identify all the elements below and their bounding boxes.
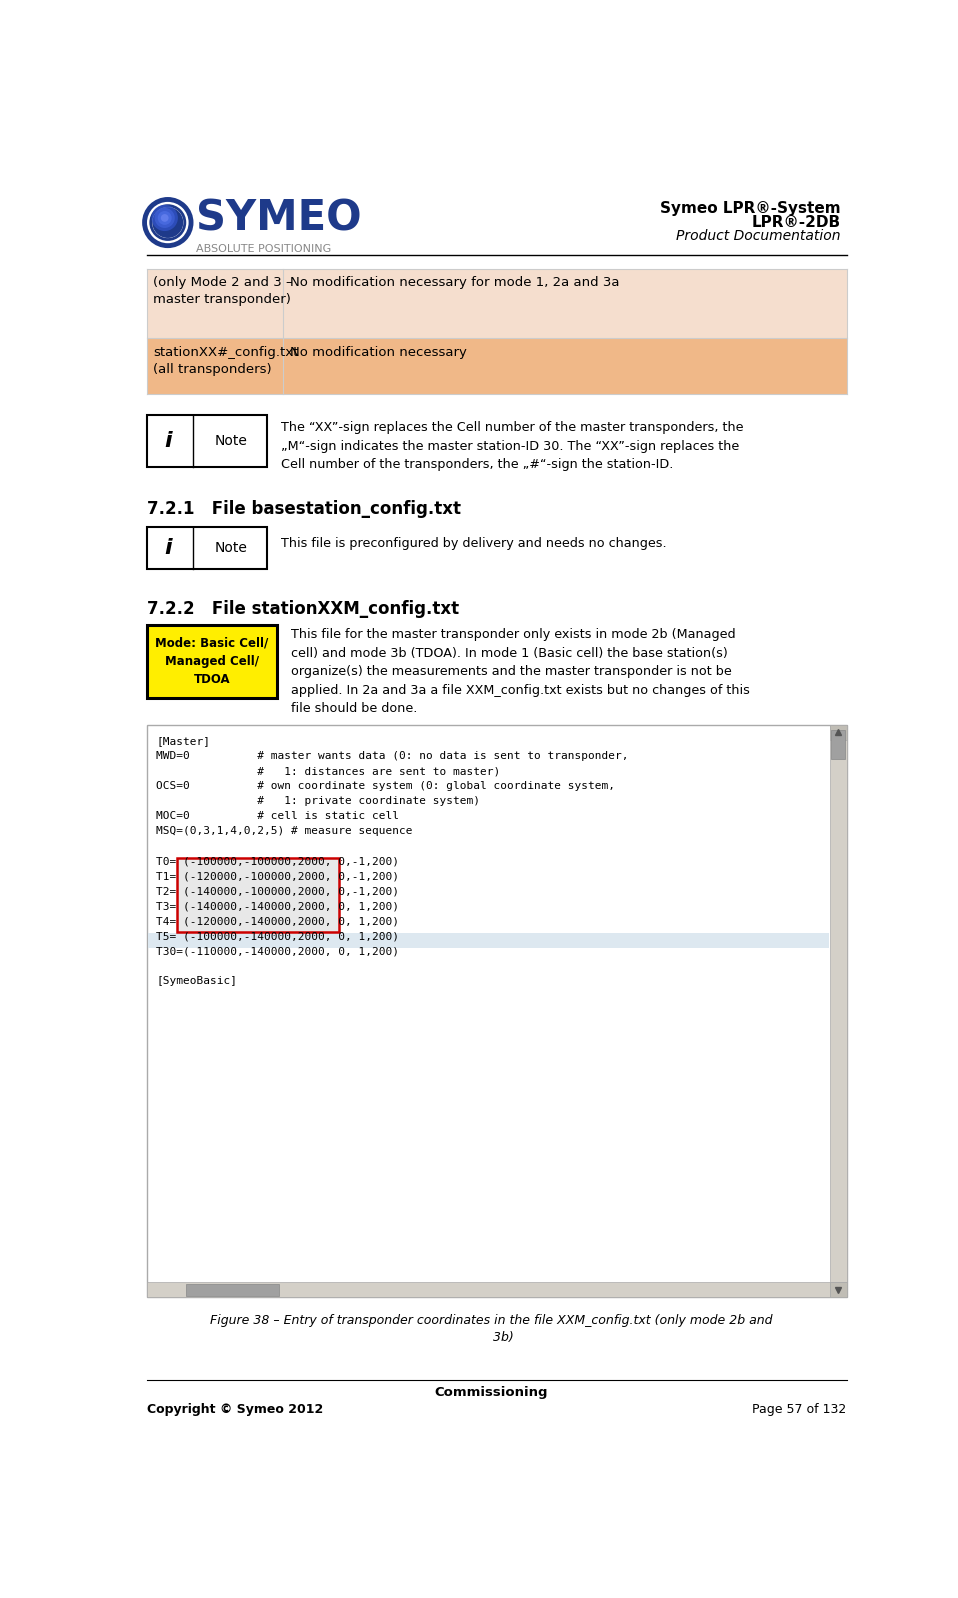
Text: OCS=0          # own coordinate system (0: global coordinate system,: OCS=0 # own coordinate system (0: global… (156, 781, 615, 791)
Bar (147, 1282, 830, 1298)
Text: Note: Note (215, 435, 247, 449)
Text: Product Documentation: Product Documentation (676, 229, 840, 243)
Circle shape (149, 205, 187, 241)
Circle shape (158, 211, 171, 225)
Circle shape (154, 208, 174, 229)
Bar (147, 527, 267, 569)
Text: MWD=0          # master wants data (0: no data is sent to transponder,: MWD=0 # master wants data (0: no data is… (156, 751, 628, 761)
Bar (147, 268, 283, 339)
Text: MSQ=(0,3,1,4,0,2,5) # measure sequence: MSQ=(0,3,1,4,0,2,5) # measure sequence (156, 826, 413, 836)
Text: ABSOLUTE POSITIONING: ABSOLUTE POSITIONING (195, 244, 331, 254)
Text: T0= (-100000,-100000,2000, 0,-1,200): T0= (-100000,-100000,2000, 0,-1,200) (156, 857, 399, 866)
Text: [SymeoBasic]: [SymeoBasic] (156, 976, 238, 986)
Bar (186, 1283, 279, 1296)
Circle shape (151, 205, 178, 232)
Bar (147, 724, 847, 1298)
Text: Commissioning: Commissioning (434, 1385, 548, 1398)
Bar (147, 339, 283, 393)
Text: Mode: Basic Cell/
Managed Cell/
TDOA: Mode: Basic Cell/ Managed Cell/ TDOA (155, 636, 268, 686)
Bar (283, 339, 847, 393)
Text: T5= (-100000,-140000,2000, 0, 1,200): T5= (-100000,-140000,2000, 0, 1,200) (156, 932, 399, 941)
Text: T4= (-120000,-140000,2000, 0, 1,200): T4= (-120000,-140000,2000, 0, 1,200) (156, 916, 399, 927)
Text: #   1: distances are sent to master): # 1: distances are sent to master) (156, 765, 500, 777)
Text: No modification necessary: No modification necessary (290, 345, 468, 360)
Bar (830, 1282, 847, 1298)
Bar (832, 730, 845, 759)
Text: Figure 38 – Entry of transponder coordinates in the file XXM_config.txt (only mo: Figure 38 – Entry of transponder coordin… (210, 1315, 772, 1344)
Text: SYMEO: SYMEO (195, 198, 361, 240)
Bar (283, 268, 847, 339)
Bar (830, 1282, 847, 1298)
Text: Copyright © Symeo 2012: Copyright © Symeo 2012 (147, 1403, 323, 1416)
Text: T1= (-120000,-100000,2000, 0,-1,200): T1= (-120000,-100000,2000, 0,-1,200) (156, 871, 399, 880)
Text: Note: Note (215, 540, 247, 555)
Text: T3= (-140000,-140000,2000, 0, 1,200): T3= (-140000,-140000,2000, 0, 1,200) (156, 901, 399, 911)
Text: This file for the master transponder only exists in mode 2b (Managed
cell) and m: This file for the master transponder onl… (291, 628, 750, 716)
Text: [Master]: [Master] (156, 737, 210, 746)
Text: No modification necessary for mode 1, 2a and 3a: No modification necessary for mode 1, 2a… (290, 276, 620, 289)
Bar (177, 858, 339, 932)
Text: Page 57 of 132: Page 57 of 132 (752, 1403, 847, 1416)
Text: #   1: private coordinate system): # 1: private coordinate system) (156, 796, 480, 807)
Text: MOC=0          # cell is static cell: MOC=0 # cell is static cell (156, 812, 399, 821)
Text: This file is preconfigured by delivery and needs no changes.: This file is preconfigured by delivery a… (281, 537, 667, 550)
Text: i: i (165, 539, 172, 558)
Text: (only Mode 2 and 3 –
master transponder): (only Mode 2 and 3 – master transponder) (153, 276, 293, 307)
Text: Symeo LPR®-System: Symeo LPR®-System (660, 201, 840, 216)
Text: T2= (-140000,-100000,2000, 0,-1,200): T2= (-140000,-100000,2000, 0,-1,200) (156, 887, 399, 896)
Circle shape (152, 208, 183, 238)
Circle shape (161, 214, 169, 222)
Bar (830, 724, 847, 740)
Bar (148, 933, 829, 948)
Bar (147, 625, 277, 698)
Text: 7.2.2   File stationXXM_config.txt: 7.2.2 File stationXXM_config.txt (147, 599, 459, 618)
Text: i: i (165, 431, 172, 451)
Bar (147, 415, 267, 468)
Text: stationXX#_config.txt
(all transponders): stationXX#_config.txt (all transponders) (153, 345, 299, 376)
Bar (830, 724, 847, 1298)
Text: 7.2.1   File basestation_config.txt: 7.2.1 File basestation_config.txt (147, 500, 461, 518)
Text: LPR®-2DB: LPR®-2DB (751, 214, 840, 230)
Text: The “XX”-sign replaces the Cell number of the master transponders, the
„M“-sign : The “XX”-sign replaces the Cell number o… (281, 422, 743, 471)
Text: T30=(-110000,-140000,2000, 0, 1,200): T30=(-110000,-140000,2000, 0, 1,200) (156, 946, 399, 956)
